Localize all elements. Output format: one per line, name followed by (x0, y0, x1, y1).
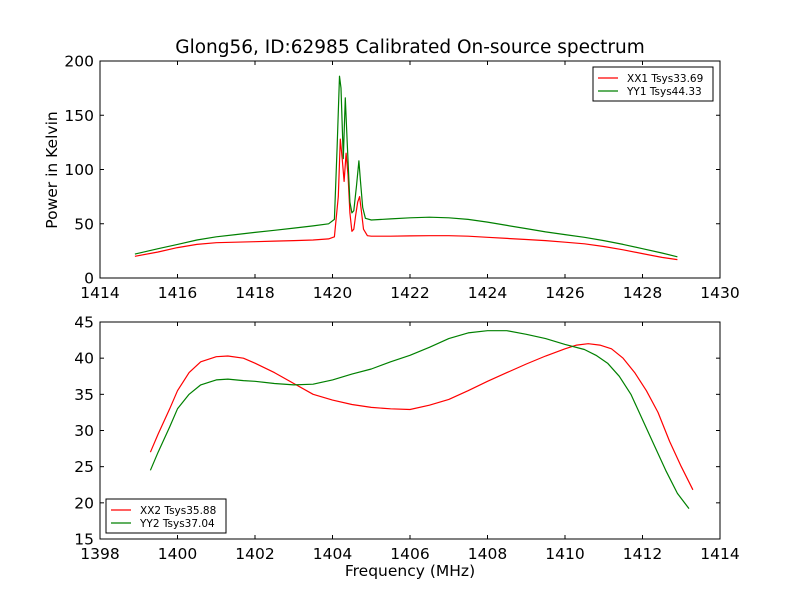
y-tick-label: 30 (74, 422, 94, 440)
series-line-xx1 (134, 138, 678, 261)
x-tick-label: 1402 (235, 545, 274, 563)
y-tick-label: 15 (74, 531, 94, 549)
y-axis-label: Power in Kelvin (43, 111, 61, 228)
x-tick-label: 1428 (623, 284, 662, 302)
series-line-yy1 (134, 75, 678, 258)
legend-box (105, 498, 227, 534)
x-tick-label: 1418 (235, 284, 274, 302)
legend-entry: XX2 Tsys35.88 (140, 505, 216, 517)
y-tick-label: 150 (64, 107, 94, 125)
y-tick-label: 50 (74, 215, 94, 233)
x-tick-label: 1426 (545, 284, 584, 302)
y-tick-label: 0 (84, 270, 94, 288)
y-tick-label: 40 (74, 350, 94, 368)
legend-entry: YY2 Tsys37.04 (139, 518, 215, 530)
x-tick-label: 1410 (545, 545, 584, 563)
y-tick-label: 20 (74, 494, 94, 512)
bottom-spectrum-panel: Frequency (MHz) 1398 1400 1402 1404 1406 1408… (74, 314, 739, 581)
x-tick-label: 1414 (80, 284, 119, 302)
x-tick-label: 1416 (158, 284, 197, 302)
y-tick-label: 25 (74, 458, 94, 476)
x-axis-label: Frequency (MHz) (345, 562, 475, 580)
x-tick-label: 1424 (468, 284, 507, 302)
series-line-xx2 (149, 343, 694, 491)
y-tick-label: 45 (74, 314, 94, 332)
x-tick-label: 1408 (468, 545, 507, 563)
legend-entry: YY1 Tsys44.33 (626, 86, 702, 98)
top-spectrum-panel: Glong56, ID:62985 Calibrated On-source s… (43, 37, 740, 302)
x-tick-label: 1420 (313, 284, 352, 302)
x-tick-label: 1406 (390, 545, 429, 563)
y-tick-label: 100 (64, 161, 94, 179)
series-line-yy2 (149, 330, 690, 509)
legend-box (592, 66, 714, 102)
x-tick-label: 1414 (700, 545, 739, 563)
chart-title: Glong56, ID:62985 Calibrated On-source s… (175, 37, 645, 58)
y-tick-label: 35 (74, 386, 94, 404)
legend-entry: XX1 Tsys33.69 (627, 73, 703, 85)
x-tick-label: 1412 (623, 545, 662, 563)
x-tick-label: 1400 (158, 545, 197, 563)
bottom-plot-area: 1398 1400 1402 1404 1406 1408 1410 1412 1414 15 20… (74, 314, 739, 564)
y-tick-label: 200 (64, 53, 94, 71)
x-tick-label: 1404 (313, 545, 352, 563)
x-tick-label: 1430 (700, 284, 739, 302)
top-plot-area: 1414 1416 1418 1420 1422 1424 1426 1428 1430 0 50 1… (64, 53, 739, 303)
x-tick-label: 1398 (80, 545, 119, 563)
x-tick-label: 1422 (390, 284, 429, 302)
